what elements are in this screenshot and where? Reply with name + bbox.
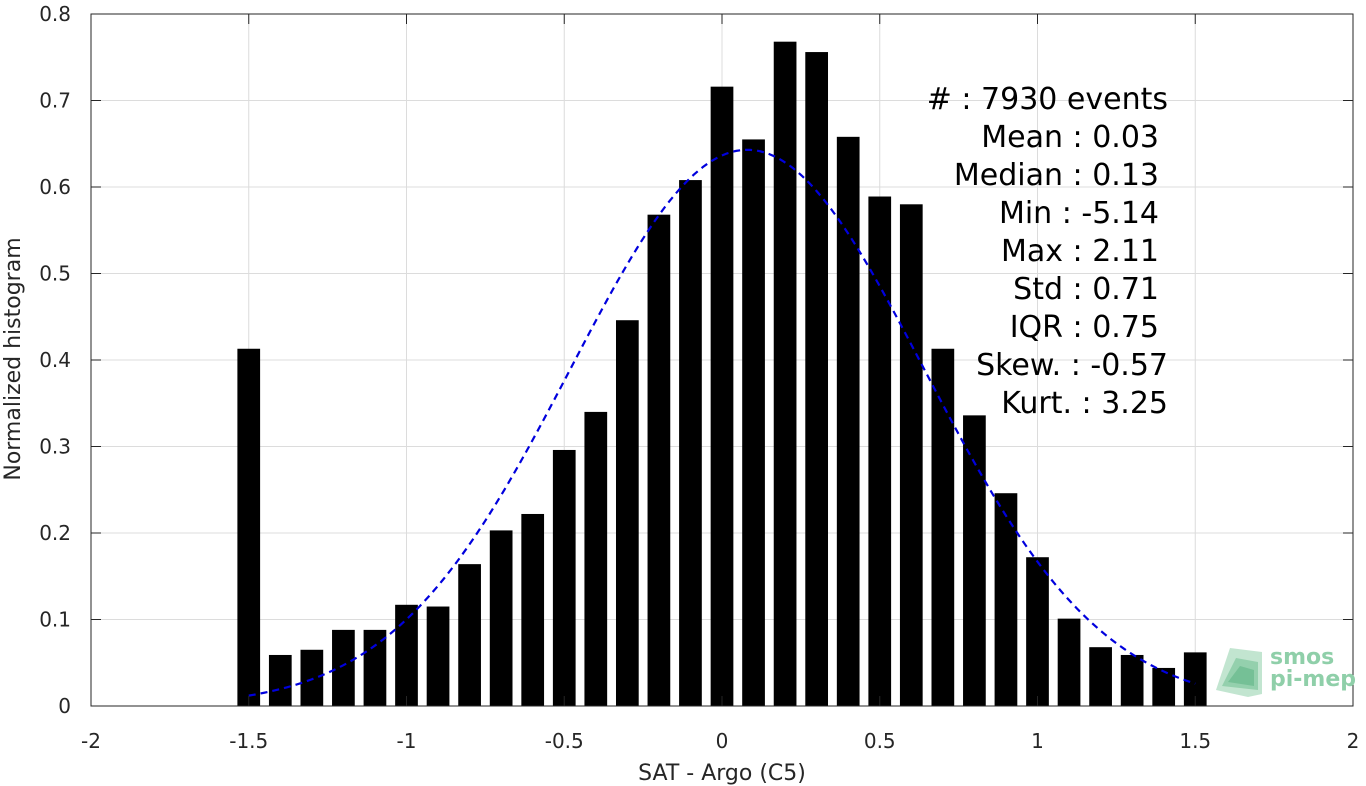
y-tick-label: 0.4 <box>39 348 71 372</box>
histogram-bar <box>1120 654 1144 706</box>
x-tick-label: 1.5 <box>1179 729 1211 753</box>
histogram-bar <box>458 564 481 706</box>
histogram-bar <box>1183 652 1207 706</box>
histogram-bar <box>742 139 765 707</box>
histogram-bar <box>868 196 892 706</box>
histogram-bar <box>1026 557 1049 706</box>
x-tick-label: 0 <box>716 729 729 753</box>
histogram-bar <box>363 629 387 706</box>
logo-line2: pi-mep <box>1270 667 1356 692</box>
x-tick-label: 0.5 <box>864 729 896 753</box>
x-tick-label: -1 <box>397 729 417 753</box>
smos-pimep-logo: smos pi-mep <box>1216 645 1356 697</box>
histogram-bar <box>300 649 324 706</box>
histogram-bar <box>931 348 955 706</box>
x-tick-label: -2 <box>81 729 101 753</box>
histogram-bar <box>963 415 986 706</box>
histogram-bar <box>899 204 923 707</box>
y-tick-label: 0.1 <box>39 608 71 632</box>
histogram-bar <box>268 654 292 706</box>
stats-line: Median : 0.13 <box>954 158 1159 193</box>
histogram-bar <box>332 629 355 706</box>
x-tick-label: 1 <box>1031 729 1044 753</box>
stats-line: Kurt. : 3.25 <box>1001 386 1168 421</box>
histogram-bar <box>994 493 1018 706</box>
histogram-bar <box>805 52 829 707</box>
stats-line: Std : 0.71 <box>1013 272 1159 307</box>
logo-mark-icon <box>1216 648 1262 697</box>
histogram-bar <box>1089 647 1112 706</box>
y-tick-label: 0.3 <box>39 435 71 459</box>
y-tick-label: 0.2 <box>39 521 71 545</box>
histogram-bar <box>836 136 860 706</box>
y-tick-label: 0.5 <box>39 262 71 286</box>
histogram-bar <box>426 606 450 706</box>
logo-line1: smos <box>1270 645 1334 670</box>
x-tick-label: -1.5 <box>229 729 268 753</box>
stats-line: Mean : 0.03 <box>981 120 1159 155</box>
y-axis-label: Normalized histogram <box>1 237 26 480</box>
histogram-bar <box>395 604 418 706</box>
stats-line: Skew. : -0.57 <box>976 348 1168 383</box>
x-tick-label: 2 <box>1347 729 1360 753</box>
histogram-bars <box>237 41 1207 707</box>
histogram-bar <box>237 348 261 706</box>
histogram-bar <box>489 530 513 706</box>
histogram-bar <box>584 411 608 706</box>
y-tick-label: 0.6 <box>39 175 71 199</box>
y-tick-label: 0 <box>58 694 71 718</box>
y-tick-label: 0.7 <box>39 89 71 113</box>
x-axis-label: SAT - Argo (C5) <box>638 761 806 786</box>
histogram-bar <box>773 41 797 707</box>
stats-line: # : 7930 events <box>927 82 1168 117</box>
y-tick-label: 0.8 <box>39 2 71 26</box>
histogram-bar <box>552 449 576 706</box>
x-tick-label: -0.5 <box>545 729 584 753</box>
histogram-bar <box>521 513 545 706</box>
stats-line: Max : 2.11 <box>1001 234 1159 269</box>
histogram-bar <box>647 214 671 706</box>
histogram-bar <box>615 320 639 706</box>
stats-line: Min : -5.14 <box>999 196 1159 231</box>
histogram-bar <box>710 86 734 706</box>
tick-labels: -2 -1.5 -1 -0.5 0 0.5 1 1.5 2 0 0.1 0.2 0.3 0.4 0.5 0.6… <box>39 2 1359 753</box>
axes <box>90 13 1354 707</box>
histogram-bar <box>679 180 702 706</box>
stats-line: IQR : 0.75 <box>1010 310 1159 345</box>
normal-fit-curve <box>248 148 1196 697</box>
histogram-bar <box>1057 618 1081 706</box>
histogram-bar <box>1152 667 1176 706</box>
